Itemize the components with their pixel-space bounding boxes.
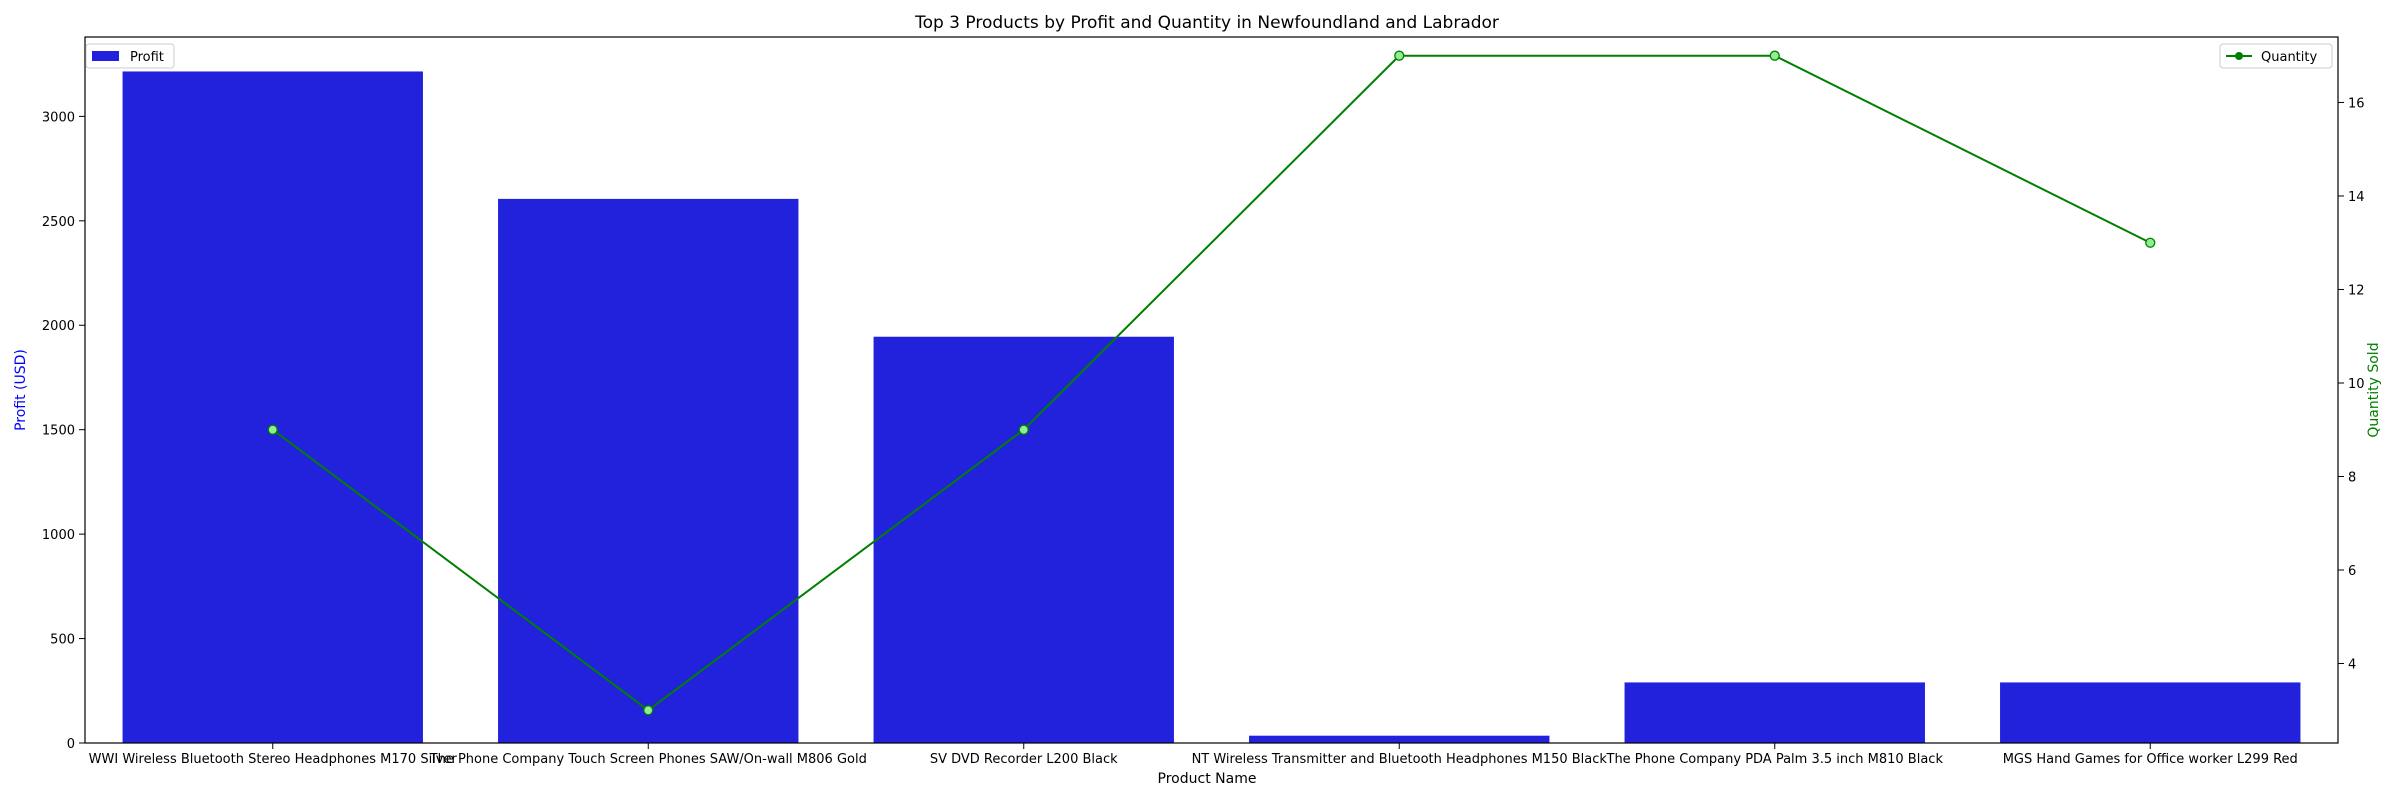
legend-profit-label: Profit <box>130 50 164 65</box>
x-tick-label-5: The Phone Company PDA Palm 3.5 inch M810… <box>1606 752 1944 767</box>
bar-4 <box>1249 735 1550 743</box>
quantity-marker-4 <box>1394 50 1405 61</box>
y-right-tick-label-12: 12 <box>2348 283 2365 298</box>
y-left-tick-label-500: 500 <box>50 633 75 648</box>
quantity-marker-5 <box>1769 50 1780 61</box>
x-tick-label-2: The Phone Company Touch Screen Phones SA… <box>429 752 867 767</box>
x-axis-label: Product Name <box>1158 771 1257 787</box>
axes-layer: 0 500 1000 1500 2000 2500 3000 4 6 8 10 12 14 16 WWI W… <box>42 36 2365 767</box>
y-right-tick-label-8: 8 <box>2348 470 2356 485</box>
quantity-marker-1 <box>267 424 278 435</box>
quantity-line <box>272 54 2151 712</box>
y-left-tick-label-1000: 1000 <box>42 528 75 543</box>
bar-1 <box>122 71 423 744</box>
quantity-marker-2 <box>643 705 654 716</box>
legend-left-box <box>85 43 175 69</box>
y-left-tick-label-1500: 1500 <box>42 424 75 439</box>
quantity-marker-3 <box>1018 424 1029 435</box>
x-tick-label-6: MGS Hand Games for Office worker L299 Re… <box>2003 752 2298 767</box>
y-right-tick-label-10: 10 <box>2348 377 2365 392</box>
legend-quantity-label: Quantity <box>2261 50 2317 65</box>
quantity-marker-6 <box>2145 237 2156 248</box>
y-right-tick-label-16: 16 <box>2348 96 2365 111</box>
bar-5 <box>1624 682 1925 743</box>
y-right-tick-label-4: 4 <box>2348 658 2356 673</box>
y-right-tick-label-14: 14 <box>2348 190 2365 205</box>
bars-layer <box>122 71 2301 744</box>
y-left-tick-label-2000: 2000 <box>42 319 75 334</box>
legend-quantity-marker <box>2235 52 2243 60</box>
x-tick-label-1: WWI Wireless Bluetooth Stereo Headphones… <box>89 752 458 767</box>
y-left-tick-label-3000: 3000 <box>42 110 75 125</box>
y-left-tick-label-0: 0 <box>67 737 75 752</box>
y-axis-right-label: Quantity Sold <box>2366 342 2382 437</box>
line-layer <box>267 50 2156 716</box>
bar-2 <box>498 198 799 744</box>
legend-profit-swatch <box>92 51 119 61</box>
legend-layer: Profit Quantity <box>85 43 2333 69</box>
bar-3 <box>873 336 1174 743</box>
chart-title: Top 3 Products by Profit and Quantity in… <box>914 13 1499 33</box>
legend-right-box <box>2219 43 2333 69</box>
bar-6 <box>2000 682 2301 743</box>
x-tick-label-3: SV DVD Recorder L200 Black <box>930 752 1118 767</box>
y-right-tick-label-6: 6 <box>2348 564 2356 579</box>
y-left-tick-label-2500: 2500 <box>42 215 75 230</box>
plot-frame <box>84 36 2339 744</box>
x-tick-label-4: NT Wireless Transmitter and Bluetooth He… <box>1192 752 1608 767</box>
y-axis-left-label: Profit (USD) <box>13 349 29 431</box>
